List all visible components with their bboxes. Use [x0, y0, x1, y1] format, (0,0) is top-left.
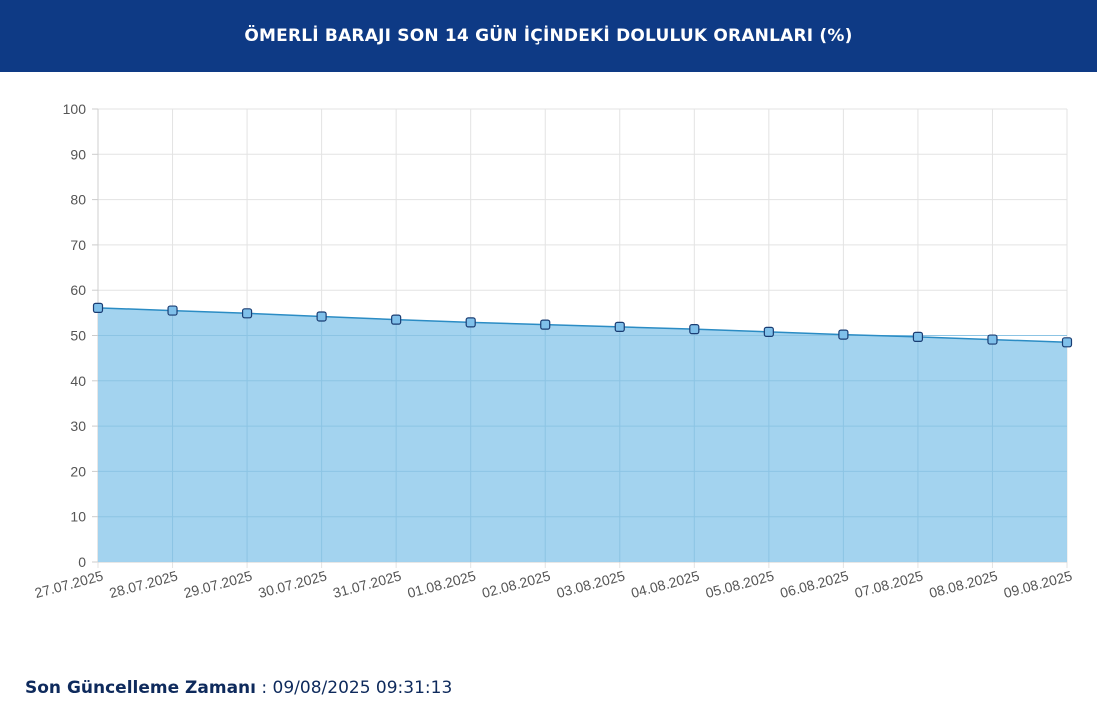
y-tick-label: 10	[70, 509, 86, 525]
x-tick-label: 04.08.2025	[629, 567, 701, 601]
x-tick-label: 30.07.2025	[257, 567, 329, 601]
y-tick-label: 0	[78, 554, 86, 570]
y-tick-label: 50	[70, 328, 86, 344]
fill-rate-chart: 0 10 20 30 40 50 60 70 80 90 100 27.07.2025 28.07.20…	[33, 101, 1074, 601]
data-point	[316, 311, 327, 322]
data-point	[614, 321, 625, 332]
chart-area: 0 10 20 30 40 50 60 70 80 90 100 27.07.2025 28.07.20…	[0, 72, 1097, 652]
data-point	[1061, 337, 1073, 348]
data-point	[912, 331, 924, 342]
data-point	[167, 305, 178, 316]
x-tick-label: 08.08.2025	[927, 567, 999, 601]
y-tick-label: 30	[70, 418, 86, 434]
x-tick-label: 27.07.2025	[33, 567, 105, 601]
x-tick-label: 03.08.2025	[555, 567, 627, 601]
x-tick-label: 28.07.2025	[107, 567, 179, 601]
series-area	[98, 307, 1067, 562]
data-point	[838, 329, 849, 340]
y-tick-label: 40	[70, 373, 86, 389]
y-tick-label: 90	[70, 146, 86, 162]
chart-header: ÖMERLİ BARAJI SON 14 GÜN İÇİNDEKİ DOLULU…	[0, 0, 1097, 72]
last-update-separator: :	[255, 678, 273, 698]
data-point	[465, 317, 476, 328]
data-point	[987, 334, 998, 345]
last-update-label: Son Güncelleme Zamanı	[25, 678, 256, 698]
x-tick-label: 05.08.2025	[704, 567, 776, 601]
last-update-value: 09/08/2025 09:31:13	[272, 678, 453, 698]
data-point	[763, 326, 774, 337]
y-tick-label: 60	[70, 282, 86, 298]
data-point	[391, 314, 402, 325]
y-tick-label: 80	[70, 192, 86, 208]
data-point	[689, 324, 700, 335]
last-update: Son Güncelleme Zamanı : 09/08/2025 09:31…	[25, 678, 452, 698]
y-tick-label: 70	[70, 237, 86, 253]
series-line	[97, 307, 1068, 344]
x-tick-label: 07.08.2025	[853, 567, 925, 601]
x-tick-label: 01.08.2025	[406, 567, 478, 601]
x-tick-label: 29.07.2025	[182, 567, 254, 601]
x-tick-label: 31.07.2025	[331, 567, 403, 601]
data-point	[92, 302, 104, 313]
x-tick-label: 06.08.2025	[778, 567, 850, 601]
x-tick-label: 09.08.2025	[1002, 567, 1074, 601]
y-tick-label: 100	[63, 101, 87, 117]
data-point	[540, 319, 551, 330]
y-tick-label: 20	[70, 463, 86, 479]
x-tick-label: 02.08.2025	[480, 567, 552, 601]
chart-title: ÖMERLİ BARAJI SON 14 GÜN İÇİNDEKİ DOLULU…	[244, 26, 853, 46]
data-point	[241, 308, 253, 319]
